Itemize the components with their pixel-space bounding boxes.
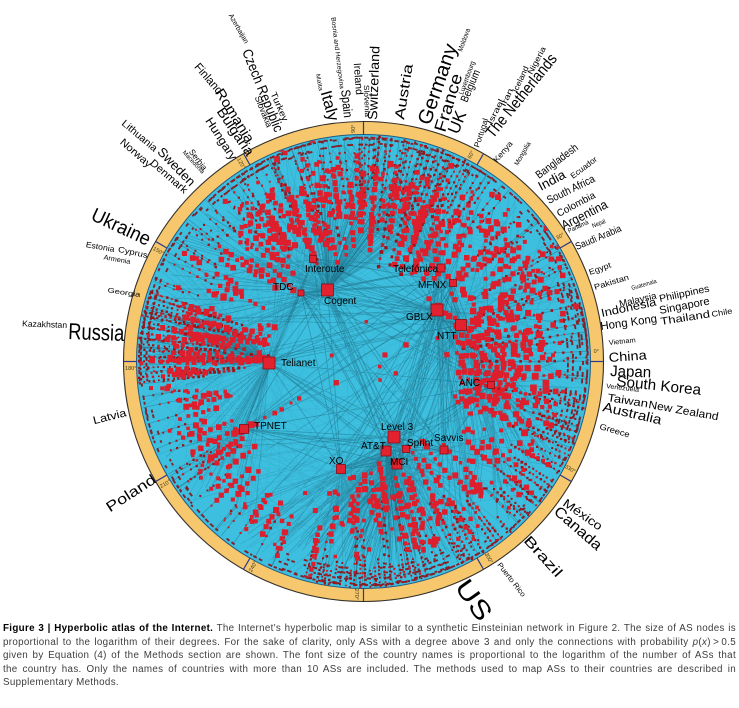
svg-text:Interoute: Interoute	[305, 264, 345, 275]
svg-text:Kazakhstan: Kazakhstan	[22, 318, 68, 330]
svg-text:Chile: Chile	[711, 306, 734, 319]
svg-text:XO: XO	[329, 456, 344, 467]
svg-text:MCI: MCI	[390, 457, 408, 468]
svg-text:Armenia: Armenia	[103, 254, 131, 266]
svg-text:Spain: Spain	[338, 89, 356, 118]
svg-text:China: China	[608, 347, 648, 365]
svg-text:GBLX: GBLX	[406, 312, 433, 323]
svg-text:Slovenia: Slovenia	[362, 85, 372, 118]
svg-text:120°: 120°	[235, 157, 246, 170]
svg-text:300°: 300°	[483, 552, 494, 565]
svg-text:Venezuela: Venezuela	[606, 383, 640, 394]
svg-text:Georgia: Georgia	[107, 287, 141, 299]
svg-text:330°: 330°	[563, 464, 576, 475]
svg-text:Russia: Russia	[68, 318, 125, 346]
svg-text:90°: 90°	[351, 125, 357, 133]
svg-text:180°: 180°	[125, 366, 136, 372]
svg-text:240°: 240°	[248, 560, 259, 573]
svg-text:Sprint: Sprint	[407, 438, 433, 449]
svg-text:Vietnam: Vietnam	[608, 337, 636, 347]
svg-text:Level 3: Level 3	[381, 422, 414, 433]
svg-text:NTT: NTT	[437, 331, 456, 342]
svg-text:MFNX: MFNX	[418, 280, 447, 291]
svg-text:ANC: ANC	[459, 378, 480, 389]
svg-text:60°: 60°	[467, 150, 476, 160]
svg-text:210°: 210°	[159, 479, 172, 490]
svg-text:Nepal: Nepal	[591, 218, 607, 230]
svg-text:30°: 30°	[555, 232, 565, 241]
svg-text:Japan: Japan	[610, 363, 652, 381]
svg-text:AT&T: AT&T	[361, 441, 386, 452]
svg-text:Malta: Malta	[314, 74, 323, 93]
svg-text:0°: 0°	[594, 349, 599, 355]
svg-text:Telefónica: Telefónica	[393, 264, 438, 275]
svg-text:Switzerland: Switzerland	[365, 46, 383, 120]
svg-text:TPNET: TPNET	[254, 421, 287, 432]
svg-text:Cogent: Cogent	[324, 296, 356, 307]
svg-text:TDC: TDC	[273, 282, 294, 293]
svg-text:Telianet: Telianet	[281, 358, 316, 369]
svg-text:Savvis: Savvis	[434, 433, 463, 444]
svg-text:Ireland: Ireland	[351, 62, 365, 95]
svg-text:270°: 270°	[353, 589, 359, 600]
svg-text:150°: 150°	[152, 246, 165, 257]
